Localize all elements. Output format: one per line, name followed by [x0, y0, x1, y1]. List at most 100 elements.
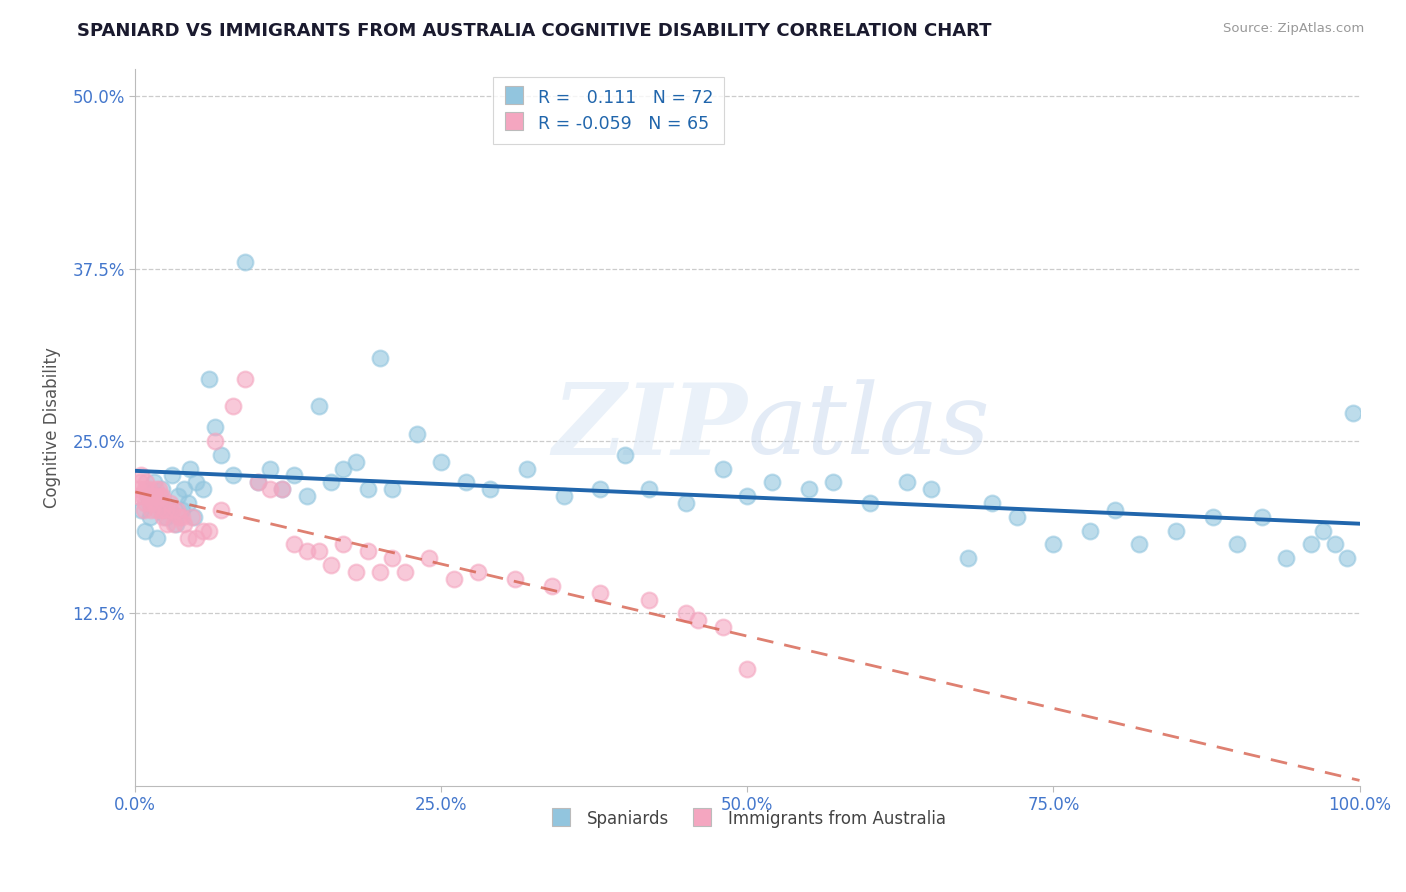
Point [222, 400, 245, 414]
Point [516, 461, 538, 475]
Point [134, 524, 156, 538]
Point [737, 489, 759, 503]
Point [135, 475, 157, 490]
Point [165, 516, 187, 531]
Point [143, 489, 166, 503]
Point [479, 482, 502, 496]
Point [136, 489, 159, 503]
Point [920, 482, 942, 496]
Point [308, 400, 330, 414]
Point [797, 482, 820, 496]
Point [295, 544, 318, 558]
Point [1201, 509, 1223, 524]
Point [177, 531, 200, 545]
Point [613, 448, 636, 462]
Point [141, 503, 163, 517]
Point [540, 579, 562, 593]
Point [159, 496, 181, 510]
Point [283, 468, 305, 483]
Point [956, 551, 979, 566]
Point [222, 468, 245, 483]
Point [737, 661, 759, 675]
Point [127, 489, 149, 503]
Point [443, 572, 465, 586]
Point [149, 503, 172, 517]
Point [134, 482, 156, 496]
Point [138, 482, 160, 496]
Point [688, 613, 710, 627]
Point [638, 482, 661, 496]
Point [169, 509, 191, 524]
Point [139, 509, 162, 524]
Point [295, 489, 318, 503]
Point [394, 565, 416, 579]
Point [259, 461, 281, 475]
Y-axis label: Cognitive Disability: Cognitive Disability [44, 347, 60, 508]
Point [152, 509, 174, 524]
Point [166, 503, 188, 517]
Point [553, 489, 575, 503]
Point [1078, 524, 1101, 538]
Point [430, 455, 453, 469]
Point [271, 482, 294, 496]
Point [156, 516, 179, 531]
Point [1250, 509, 1272, 524]
Point [1324, 537, 1347, 551]
Point [1042, 537, 1064, 551]
Point [332, 461, 354, 475]
Point [183, 509, 205, 524]
Point [163, 516, 186, 531]
Point [1336, 551, 1358, 566]
Point [357, 482, 380, 496]
Point [160, 503, 183, 517]
Point [246, 475, 269, 490]
Point [160, 468, 183, 483]
Point [173, 482, 195, 496]
Point [149, 489, 172, 503]
Point [170, 503, 193, 517]
Point [155, 509, 177, 524]
Point [173, 516, 195, 531]
Text: atlas: atlas [748, 379, 990, 475]
Point [1299, 537, 1322, 551]
Point [145, 482, 167, 496]
Point [131, 503, 153, 517]
Point [308, 544, 330, 558]
Point [283, 537, 305, 551]
Point [418, 551, 440, 566]
Point [381, 551, 404, 566]
Point [1275, 551, 1298, 566]
Point [1005, 509, 1028, 524]
Point [638, 592, 661, 607]
Point [150, 489, 173, 503]
Point [209, 448, 232, 462]
Point [139, 496, 162, 510]
Point [467, 565, 489, 579]
Point [1312, 524, 1334, 538]
Text: SPANIARD VS IMMIGRANTS FROM AUSTRALIA COGNITIVE DISABILITY CORRELATION CHART: SPANIARD VS IMMIGRANTS FROM AUSTRALIA CO… [77, 22, 991, 40]
Point [197, 524, 219, 538]
Point [344, 565, 367, 579]
Point [981, 496, 1004, 510]
Point [136, 489, 159, 503]
Point [159, 503, 181, 517]
Point [357, 544, 380, 558]
Point [129, 475, 152, 490]
Point [131, 489, 153, 503]
Point [149, 496, 172, 510]
Point [167, 489, 190, 503]
Point [142, 475, 165, 490]
Point [271, 482, 294, 496]
Point [186, 531, 208, 545]
Point [503, 572, 526, 586]
Point [146, 531, 169, 545]
Point [1343, 406, 1365, 420]
Point [142, 496, 165, 510]
Point [823, 475, 845, 490]
Point [134, 496, 156, 510]
Point [368, 565, 391, 579]
Point [1104, 503, 1126, 517]
Point [191, 524, 214, 538]
Point [896, 475, 918, 490]
Point [259, 482, 281, 496]
